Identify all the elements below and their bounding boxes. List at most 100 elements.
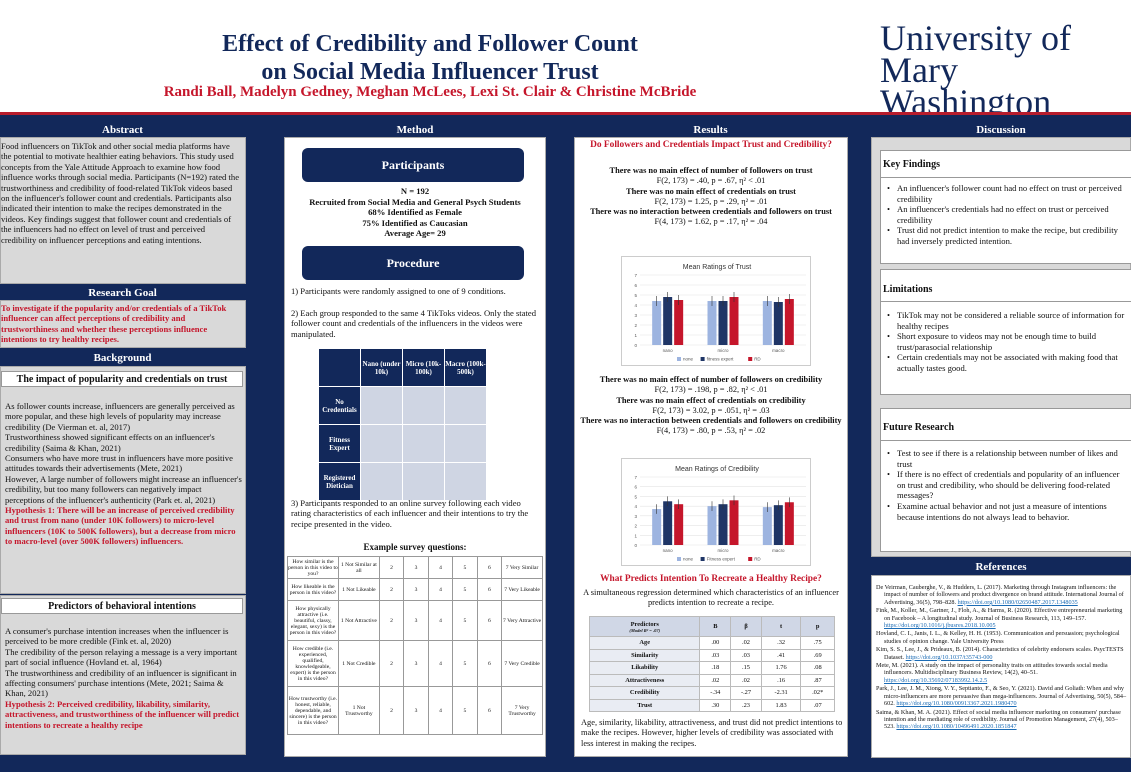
regression-cell: .03 — [699, 648, 732, 662]
references-panel: De Veirman, Cauberghe, V., & Hudders, L.… — [871, 575, 1131, 758]
survey-row: How likeable is the person in this video… — [287, 578, 543, 601]
reference-item: Saima, & Khan, M. A. (2021). Effect of s… — [876, 708, 1121, 731]
survey-row: How similar is the person in this video … — [287, 556, 543, 579]
background-sub1: The impact of popularity and credentials… — [1, 371, 243, 387]
x-tick-label: micro — [718, 548, 729, 553]
reference-link[interactable]: https://doi.org/10.1080/00913367.2021.19… — [896, 700, 1017, 708]
survey-scale-point: 2 — [378, 600, 405, 641]
regression-cell: .87 — [800, 673, 835, 687]
background-panel-1: The impact of popularity and credentials… — [0, 366, 246, 594]
survey-scale-point: 6 — [476, 578, 503, 601]
survey-scale-point: 4 — [427, 578, 454, 601]
results-question-2: What Predicts Intention To Recreate a He… — [600, 574, 822, 584]
regression-cell: 1.83 — [760, 698, 802, 712]
cond-row: Registered Dietician — [318, 462, 361, 501]
regression-cell: Age — [588, 636, 701, 650]
regression-cell: .03 — [730, 648, 762, 662]
legend-swatch — [700, 357, 705, 361]
bar — [652, 301, 662, 345]
survey-scale-point: 4 — [427, 556, 454, 579]
y-tick-label: 2 — [634, 524, 637, 529]
future-research-list: Test to see if there is a relationship b… — [881, 441, 1131, 522]
y-tick-label: 4 — [634, 303, 637, 308]
regression-cell: .23 — [730, 698, 762, 712]
bar — [784, 502, 794, 545]
key-findings-list: An influencer's follower count had no ef… — [881, 178, 1131, 247]
survey-scale-point: 5 — [452, 600, 478, 641]
regression-cell: .75 — [800, 636, 835, 650]
survey-scale-point: 3 — [403, 686, 429, 735]
reference-item: Fink, M., Koller, M., Gartner, J., Floh,… — [876, 607, 1123, 630]
credibility-stats: There was no main effect of number of fo… — [580, 375, 842, 436]
poster-title: Effect of Credibility and Follower Count… — [222, 31, 638, 85]
survey-scale-point: 3 — [403, 600, 429, 641]
survey-scale-point: 3 — [403, 556, 429, 579]
survey-scale-point: 2 — [378, 578, 405, 601]
y-tick-label: 1 — [634, 333, 637, 338]
y-tick-label: 7 — [634, 273, 637, 278]
limitation: Certain credentials may not be associate… — [885, 352, 1127, 373]
bar — [663, 501, 673, 545]
method-panel: Participants N = 192 Recruited from Soci… — [284, 137, 546, 757]
survey-scale-point: 2 — [378, 640, 405, 687]
cond-col-macro: Macro (100k-500k) — [444, 348, 487, 387]
regression-cell: .30 — [699, 698, 732, 712]
regression-cell: Similarity — [588, 648, 701, 662]
regression-header-cell: Predictors (Model R² = .07) — [588, 616, 701, 637]
trust-chart: Mean Ratings of Trust 0 1 2 3 4 5 6 7 nano micro ma… — [621, 256, 811, 366]
discussion-panel: Key Findings An influencer's follower co… — [871, 137, 1131, 557]
reference-link[interactable]: https://doi.org/10.1037/t35743-000 — [905, 653, 993, 661]
university-logo: University of Mary Washington — [880, 18, 1071, 122]
x-tick-label: macro — [772, 348, 785, 353]
conditions-table: Nano (under 10k) Micro (10k-100k) Macro (1… — [318, 348, 487, 501]
bar — [718, 504, 728, 545]
legend-label: RD — [754, 357, 761, 362]
survey-scale-point: 5 — [452, 640, 478, 687]
bar — [773, 302, 783, 345]
key-finding: An influencer's follower count had no ef… — [885, 183, 1127, 204]
bar — [773, 505, 783, 545]
reference-link[interactable]: https://doi.org/10.1016/j.jbusres.2018.1… — [884, 622, 996, 630]
legend-label: none — [683, 557, 694, 562]
key-findings-title: Key Findings — [881, 151, 1131, 178]
regression-row: Attractiveness .02.02.16.87 — [588, 673, 835, 687]
survey-scale-point: 5 — [452, 578, 478, 601]
survey-question: How credible (i.e. experienced, qualifie… — [287, 640, 339, 687]
participants-header: Participants — [302, 148, 524, 182]
y-tick-label: 0 — [634, 543, 637, 548]
survey-scale-point: 6 — [476, 556, 503, 579]
y-tick-label: 6 — [634, 283, 637, 288]
regression-row: Likability .18.15 1.76.08 — [588, 661, 835, 675]
survey-question: How physically attractive (i.e. beautifu… — [287, 600, 339, 641]
bar — [718, 301, 728, 345]
cond-row: No Credentials — [318, 386, 361, 425]
x-tick-label: macro — [772, 548, 785, 553]
regression-cell: .00 — [699, 636, 732, 650]
abstract-panel: Food influencers on TikTok and other soc… — [0, 137, 246, 284]
regression-cell: Trust — [588, 698, 701, 712]
reference-link[interactable]: https://doi.org/10.1080/10496491.2020.18… — [896, 723, 1017, 731]
background-text-1: As follower counts increase, influencers… — [5, 401, 242, 547]
survey-high-anchor: 7 Very Trustworthy — [501, 686, 543, 735]
y-tick-label: 3 — [634, 514, 637, 519]
bar — [707, 506, 717, 545]
survey-question: How similar is the person in this video … — [287, 556, 339, 579]
bar — [674, 504, 684, 545]
regression-cell: .18 — [699, 661, 732, 675]
discussion-title: Discussion — [976, 124, 1026, 136]
survey-title: Example survey questions: — [363, 542, 467, 552]
reference-link[interactable]: https://doi.org/10.1080/02650487.2017.13… — [957, 598, 1078, 606]
regression-header-cell: B — [699, 616, 732, 637]
limitations-title: Limitations — [881, 270, 1131, 302]
regression-conclusion: Age, similarity, likability, attractiven… — [581, 718, 843, 748]
reference-link[interactable]: https://doi.org/10.35692/07183992.14.2.5 — [884, 676, 988, 684]
regression-cell: .07 — [800, 698, 835, 712]
legend-label: RD — [754, 557, 761, 562]
results-title: Results — [693, 124, 728, 136]
trust-stats: There was no main effect of number of fo… — [590, 166, 832, 227]
survey-scale-point: 4 — [427, 686, 454, 735]
reference-item: De Veirman, Cauberghe, V., & Hudders, L.… — [876, 584, 1124, 606]
credibility-chart: Mean Ratings of Credibility 0 1 2 3 4 5 6 7 nano m… — [621, 458, 811, 566]
reference-item: Kim, S. S., Lee, J., & Prideaux, B. (201… — [876, 646, 1124, 661]
